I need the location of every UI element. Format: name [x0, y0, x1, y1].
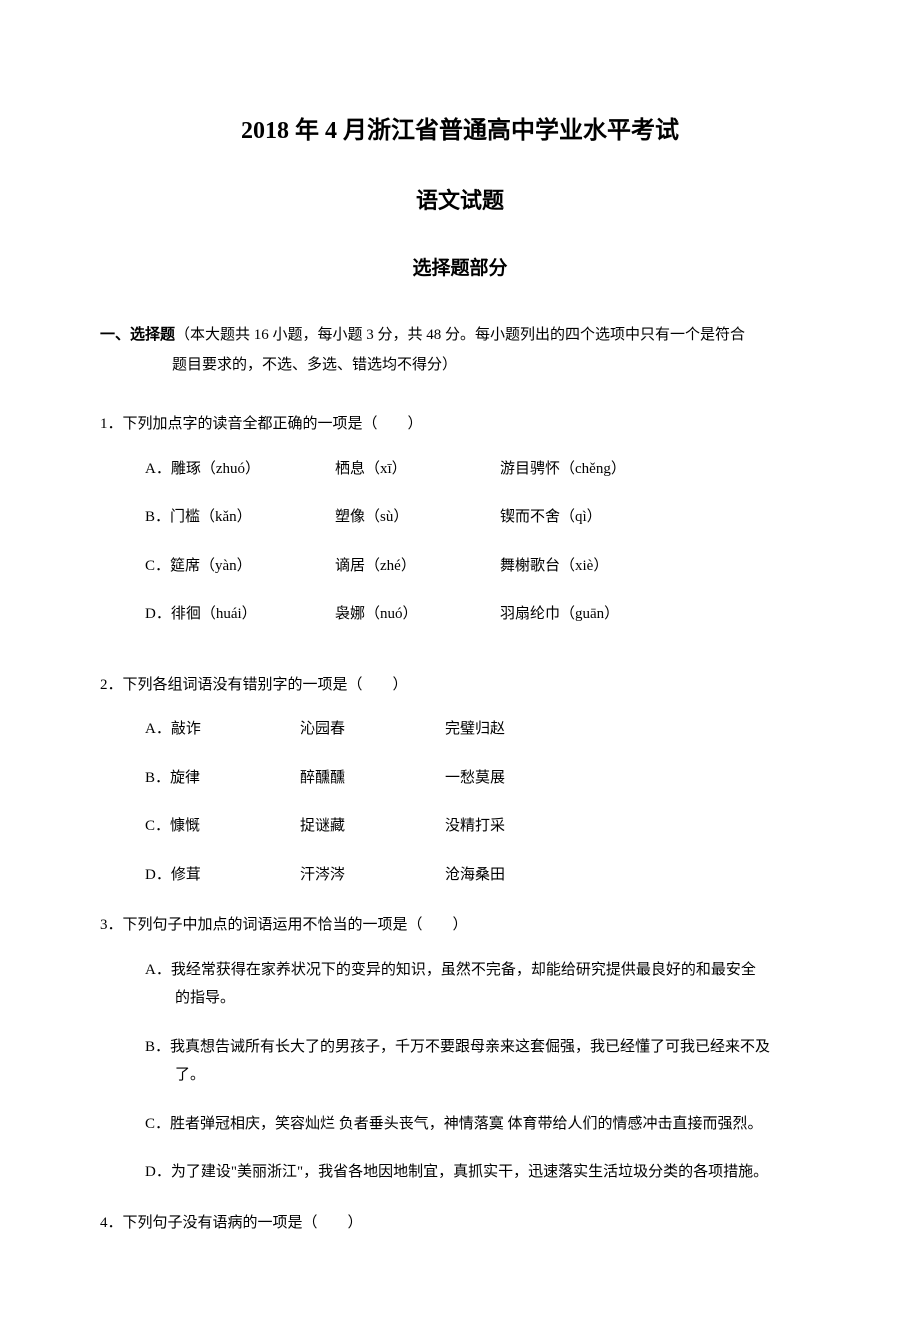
question-3-stem: 3．下列句子中加点的词语运用不恰当的一项是（ ）	[100, 911, 820, 940]
opt-line: 的指导。	[145, 984, 820, 1013]
question-4-stem: 4．下列句子没有语病的一项是（ ）	[100, 1209, 820, 1238]
opt-cell: 锲而不舍（qì）	[500, 503, 626, 552]
section-instructions: 一、选择题（本大题共 16 小题，每小题 3 分，共 48 分。每小题列出的四个…	[100, 320, 820, 380]
opt-cell: 沧海桑田	[445, 861, 505, 890]
opt-cell: 一愁莫展	[445, 764, 505, 793]
question-3-option-b: B．我真想告诫所有长大了的男孩子，千万不要跟母亲来这套倔强，我已经懂了可我已经来…	[145, 1033, 820, 1090]
opt-line: B．我真想告诫所有长大了的男孩子，千万不要跟母亲来这套倔强，我已经懂了可我已经来…	[145, 1033, 820, 1062]
opt-cell: 没精打采	[445, 812, 505, 841]
opt-cell: 舞榭歌台（xiè）	[500, 552, 626, 601]
opt-cell: A．雕琢（zhuó）	[145, 455, 335, 504]
question-2-option-d: D．修茸 汗涔涔 沧海桑田	[145, 861, 820, 890]
instructions-text-2: 题目要求的，不选、多选、错选均不得分）	[100, 350, 820, 380]
opt-cell: D．徘徊（huái）	[145, 600, 335, 649]
instructions-text-1: （本大题共 16 小题，每小题 3 分，共 48 分。每小题列出的四个选项中只有…	[175, 327, 745, 343]
question-3-option-d: D．为了建设"美丽浙江"，我省各地因地制宜，真抓实干，迅速落实生活垃圾分类的各项…	[145, 1158, 820, 1187]
question-2-option-a: A．敲诈 沁园春 完璧归赵	[145, 715, 820, 744]
opt-cell: 栖息（xī）	[335, 455, 500, 504]
opt-cell: 羽扇纶巾（guān）	[500, 600, 626, 649]
question-3-options: A．我经常获得在家养状况下的变异的知识，虽然不完备，却能给研究提供最良好的和最安…	[100, 956, 820, 1187]
question-1-option-a: A．雕琢（zhuó） 栖息（xī） 游目骋怀（chěng）	[145, 455, 626, 504]
exam-title-subject: 语文试题	[100, 183, 820, 215]
question-1-stem: 1．下列加点字的读音全都正确的一项是（ ）	[100, 410, 820, 439]
question-3: 3．下列句子中加点的词语运用不恰当的一项是（ ） A．我经常获得在家养状况下的变…	[100, 911, 820, 1187]
instructions-label: 一、选择题	[100, 327, 175, 343]
question-3-option-c: C．胜者弹冠相庆，笑容灿烂 负者垂头丧气，神情落寞 体育带给人们的情感冲击直接而…	[145, 1110, 820, 1139]
opt-line: C．胜者弹冠相庆，笑容灿烂 负者垂头丧气，神情落寞 体育带给人们的情感冲击直接而…	[145, 1110, 820, 1139]
opt-cell: 袅娜（nuó）	[335, 600, 500, 649]
opt-cell: 谪居（zhé）	[335, 552, 500, 601]
opt-cell: 游目骋怀（chěng）	[500, 455, 626, 504]
opt-cell: 醉醺醺	[300, 764, 445, 793]
opt-cell: 塑像（sù）	[335, 503, 500, 552]
opt-cell: B．门槛（kǎn）	[145, 503, 335, 552]
question-1-option-c: C．筵席（yàn） 谪居（zhé） 舞榭歌台（xiè）	[145, 552, 626, 601]
question-2-options: A．敲诈 沁园春 完璧归赵 B．旋律 醉醺醺 一愁莫展 C．慷慨 捉谜藏 没精打…	[100, 715, 820, 889]
opt-line: 了。	[145, 1061, 820, 1090]
question-1-option-b: B．门槛（kǎn） 塑像（sù） 锲而不舍（qì）	[145, 503, 626, 552]
opt-cell: 完璧归赵	[445, 715, 505, 744]
opt-cell: C．慷慨	[145, 812, 300, 841]
opt-cell: 汗涔涔	[300, 861, 445, 890]
opt-line: D．为了建设"美丽浙江"，我省各地因地制宜，真抓实干，迅速落实生活垃圾分类的各项…	[145, 1158, 820, 1187]
question-2-option-b: B．旋律 醉醺醺 一愁莫展	[145, 764, 820, 793]
opt-cell: 沁园春	[300, 715, 445, 744]
question-2-stem: 2．下列各组词语没有错别字的一项是（ ）	[100, 671, 820, 700]
opt-cell: C．筵席（yàn）	[145, 552, 335, 601]
question-2: 2．下列各组词语没有错别字的一项是（ ） A．敲诈 沁园春 完璧归赵 B．旋律 …	[100, 671, 820, 890]
question-1-option-d: D．徘徊（huái） 袅娜（nuó） 羽扇纶巾（guān）	[145, 600, 626, 649]
section-header: 选择题部分	[100, 253, 820, 280]
opt-cell: 捉谜藏	[300, 812, 445, 841]
question-1-options: A．雕琢（zhuó） 栖息（xī） 游目骋怀（chěng） B．门槛（kǎn） …	[100, 455, 626, 649]
question-3-option-a: A．我经常获得在家养状况下的变异的知识，虽然不完备，却能给研究提供最良好的和最安…	[145, 956, 820, 1013]
question-1: 1．下列加点字的读音全都正确的一项是（ ） A．雕琢（zhuó） 栖息（xī） …	[100, 410, 820, 649]
exam-title-main: 2018 年 4 月浙江省普通高中学业水平考试	[100, 110, 820, 145]
question-2-option-c: C．慷慨 捉谜藏 没精打采	[145, 812, 820, 841]
opt-cell: A．敲诈	[145, 715, 300, 744]
opt-line: A．我经常获得在家养状况下的变异的知识，虽然不完备，却能给研究提供最良好的和最安…	[145, 956, 820, 985]
opt-cell: B．旋律	[145, 764, 300, 793]
question-4: 4．下列句子没有语病的一项是（ ）	[100, 1209, 820, 1238]
opt-cell: D．修茸	[145, 861, 300, 890]
